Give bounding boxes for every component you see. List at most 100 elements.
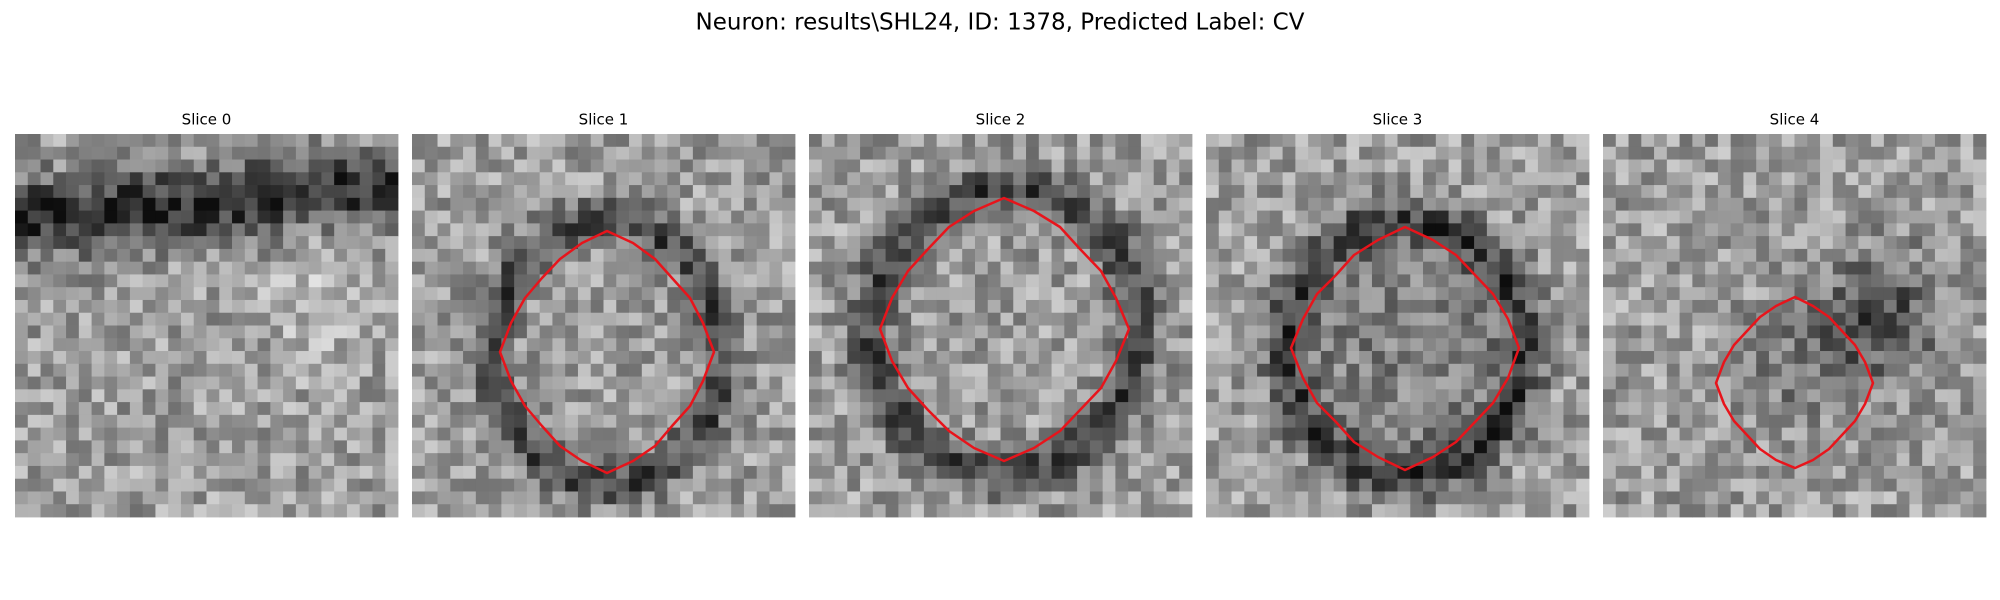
pixel [463, 478, 477, 492]
pixel [424, 338, 438, 352]
pixel [1244, 146, 1258, 160]
pixel [27, 312, 41, 326]
pixel [1896, 453, 1910, 467]
pixel [1641, 363, 1655, 377]
pixel [1730, 376, 1744, 390]
pixel [412, 465, 426, 480]
pixel [1883, 197, 1898, 211]
pixel [1768, 478, 1783, 492]
pixel [1423, 159, 1437, 173]
pixel [1269, 491, 1283, 505]
pixel [1512, 312, 1526, 326]
pixel [1692, 325, 1706, 339]
pixel [1960, 159, 1974, 173]
pixel [1512, 491, 1526, 505]
pixel [1153, 453, 1167, 467]
pixel [1781, 465, 1795, 480]
pixel [654, 414, 668, 429]
pixel [1371, 146, 1386, 160]
pixel [283, 236, 297, 250]
pixel [1064, 248, 1078, 263]
pixel [104, 389, 118, 403]
pixel [1794, 210, 1808, 224]
pixel [1486, 312, 1501, 326]
pixel [1077, 248, 1091, 263]
pixel [539, 134, 553, 148]
pixel [821, 363, 835, 377]
pixel [219, 465, 233, 480]
pixel [565, 197, 579, 211]
pixel [424, 210, 438, 224]
pixel [1525, 185, 1539, 199]
pixel [1666, 146, 1680, 160]
pixel [718, 223, 732, 237]
pixel [1448, 376, 1462, 390]
pixel [616, 351, 630, 365]
pixel [809, 210, 823, 224]
pixel [1179, 185, 1193, 199]
pixel [232, 261, 246, 275]
pixel [1308, 274, 1322, 288]
pixel [1038, 287, 1052, 301]
pixel [1871, 185, 1885, 199]
pixel [1654, 287, 1668, 301]
pixel [1089, 312, 1104, 326]
pixel [1064, 261, 1078, 275]
pixel [1615, 261, 1629, 275]
pixel [1679, 223, 1693, 237]
pixel [1858, 172, 1872, 186]
pixel [1486, 414, 1501, 429]
pixel [1244, 325, 1258, 339]
pixel [539, 351, 553, 365]
pixel [1807, 172, 1821, 186]
pixel [1038, 185, 1052, 199]
pixel [769, 159, 783, 173]
pixel [1768, 465, 1783, 480]
pixel [809, 274, 823, 288]
pixel [1448, 261, 1462, 275]
pixel [1435, 274, 1449, 288]
pixel [539, 440, 553, 454]
pixel [1730, 465, 1744, 480]
pixel [295, 376, 310, 390]
pixel [1153, 414, 1167, 429]
pixel [1051, 274, 1065, 288]
pixel [27, 389, 41, 403]
pixel [629, 465, 643, 480]
pixel [1603, 325, 1617, 339]
pixel [987, 363, 1001, 377]
pixel [821, 478, 835, 492]
pixel [1282, 427, 1296, 441]
pixel [424, 299, 438, 314]
pixel [219, 185, 233, 199]
pixel [53, 236, 67, 250]
pixel [936, 146, 950, 160]
pixel [974, 159, 989, 173]
pixel [270, 389, 284, 403]
pixel [180, 402, 195, 416]
pixel [577, 248, 592, 263]
pixel [514, 287, 528, 301]
pixel [629, 134, 643, 148]
pixel [1960, 453, 1974, 467]
pixel [1692, 389, 1706, 403]
pixel [1666, 376, 1680, 390]
pixel [629, 402, 643, 416]
pixel [756, 261, 770, 275]
pixel [1140, 389, 1155, 403]
pixel [412, 261, 426, 275]
pixel [692, 325, 707, 339]
pixel [1947, 172, 1961, 186]
pixel [1166, 389, 1180, 403]
pixel [1140, 465, 1155, 480]
pixel [1026, 185, 1040, 199]
pixel [334, 376, 348, 390]
pixel [1064, 491, 1078, 505]
pixel [437, 312, 451, 326]
pixel [526, 478, 541, 492]
pixel [1423, 312, 1437, 326]
pixel [1499, 453, 1513, 467]
pixel [1871, 363, 1885, 377]
pixel [1743, 223, 1757, 237]
pixel [1115, 465, 1129, 480]
